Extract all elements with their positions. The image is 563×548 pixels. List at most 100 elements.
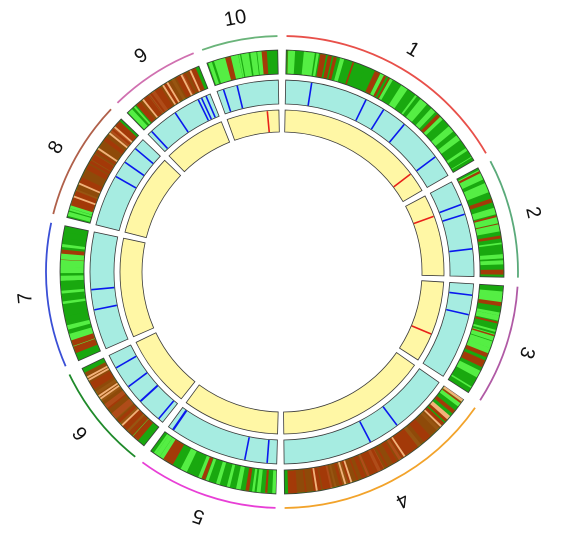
chr-9-outer-highlight <box>189 70 201 92</box>
chr-1-outer-band <box>423 116 443 136</box>
chr-9-middle-mark <box>151 130 169 149</box>
chr-2-outer-band <box>475 219 498 229</box>
chr-7-outer-band <box>70 329 93 339</box>
chr-4-outer-highlight <box>337 462 347 485</box>
chr-10-label: 10 <box>222 5 248 31</box>
chr-3-middle-mark <box>446 308 469 316</box>
chr-10-outer-band <box>208 62 220 85</box>
chr-7-outer-band <box>65 311 89 324</box>
chr-5-outer-band <box>167 441 185 465</box>
chr-7-inner-segment <box>119 237 155 338</box>
chr-1-inner-segment <box>284 109 423 203</box>
chr-5-outer-band <box>180 448 197 472</box>
chr-1-outer-band <box>307 52 315 76</box>
chr-3-outer-band <box>479 289 503 296</box>
chr-1-outer-band <box>355 66 366 89</box>
chr-9-middle-mark <box>197 99 210 121</box>
chr-1-outer-band <box>407 100 427 122</box>
chr-9-outer-band <box>128 109 148 130</box>
chr-5-outer-band <box>272 470 277 494</box>
chr-3-label: 3 <box>515 344 539 361</box>
chr-3-outer-band <box>465 343 489 358</box>
chr-3-inner-mark <box>411 325 432 335</box>
chr-8-outer-band <box>67 211 91 222</box>
chr-5-outer-band <box>216 461 227 485</box>
chr-1-inner-mark <box>393 173 411 188</box>
chr-1-middle-mark <box>355 99 367 121</box>
chr-10-inner-segment <box>226 109 280 141</box>
chr-2-inner-segment <box>405 195 445 277</box>
chr-1-outer-band <box>391 87 408 109</box>
chr-10-middle-segment <box>216 79 280 115</box>
chr-7-outer-band <box>62 298 86 305</box>
chr-2-outer-band <box>474 217 498 226</box>
chr-6-middle-segment <box>108 344 179 423</box>
chr-8-middle-mark <box>115 175 137 189</box>
chr-2-ideogram-arc <box>489 160 519 278</box>
chr-9-outer-highlight <box>180 74 193 96</box>
chr-8-outer-highlight <box>114 126 133 143</box>
chr-1-outer-band <box>345 62 355 85</box>
chr-5-middle-mark <box>172 410 187 430</box>
chr-1-outer-band <box>388 85 405 107</box>
chr-4-outer-highlight <box>423 409 442 427</box>
chr-2-middle-mark <box>439 203 462 214</box>
chr-1-outer-band <box>420 112 440 133</box>
chr-5-outer-band <box>245 467 253 491</box>
chr-1-outer-band <box>398 92 415 114</box>
chr-6-outer-block <box>84 362 149 436</box>
chr-3-outer-band <box>469 334 493 347</box>
chr-10-outer-band <box>241 53 253 77</box>
chr-3-outer-band <box>457 360 481 376</box>
chr-5-outer-band <box>226 464 236 488</box>
chr-1-middle-mark <box>416 156 436 172</box>
chr-9-outer-block <box>137 68 205 122</box>
chr-3-outer-band <box>452 369 475 387</box>
chr-1-outer-band <box>287 50 295 74</box>
chr-4-outer-band <box>434 396 455 414</box>
chr-10-outer-band <box>238 54 245 78</box>
chr-4-outer-band <box>428 403 448 422</box>
chr-4-ideogram-arc <box>284 407 476 509</box>
chr-3-ideogram-arc <box>479 286 519 401</box>
chr-2-outer-band <box>463 183 488 198</box>
chr-4-outer-highlight <box>312 467 318 491</box>
chr-4-outer-band <box>287 470 294 494</box>
chr-1-outer-band <box>406 99 423 119</box>
chr-8-ideogram-arc <box>52 108 112 215</box>
chr-5-outer-band <box>236 466 245 490</box>
chr-8-outer-highlight <box>108 132 128 149</box>
chr-6-outer-band <box>133 419 154 441</box>
chr-7-outer-band <box>67 320 91 330</box>
chr-8-outer-highlight <box>78 182 101 194</box>
chr-8-middle-mark <box>134 148 154 165</box>
chr-2-label: 2 <box>521 205 545 221</box>
chr-7-outer-band <box>73 338 98 354</box>
chr-4-outer-band <box>430 401 451 420</box>
chr-7-outer-band <box>60 259 84 268</box>
chr-5-outer-band <box>155 435 170 455</box>
chr-5-outer-band <box>198 455 210 479</box>
chr-9-outer-highlight <box>142 99 159 118</box>
chr-6-outer-highlight <box>99 384 120 400</box>
chr-4-inner-segment <box>283 351 416 435</box>
chr-10-ideogram-arc <box>201 35 278 51</box>
chr-9-outer-highlight <box>162 84 177 105</box>
chr-1-middle-mark <box>307 82 313 106</box>
chr-1-outer-band <box>448 150 472 169</box>
ideogram-arcs <box>45 35 519 509</box>
chr-4-middle-mark <box>382 406 398 426</box>
inner-track <box>119 109 445 435</box>
chr-2-inner-mark <box>413 215 434 225</box>
chr-9-middle-mark <box>200 97 213 120</box>
chr-4-label: 4 <box>392 488 412 513</box>
chr-5-outer-band <box>156 435 173 457</box>
chr-10-outer-band <box>266 50 271 74</box>
chr-5-ideogram-arc <box>141 461 276 509</box>
chr-7-middle-segment <box>89 231 129 350</box>
chr-7-outer-band <box>71 333 95 346</box>
chr-6-outer-highlight <box>86 365 108 379</box>
chr-1-middle-mark <box>388 124 405 143</box>
chr-7-outer-band <box>60 268 84 274</box>
